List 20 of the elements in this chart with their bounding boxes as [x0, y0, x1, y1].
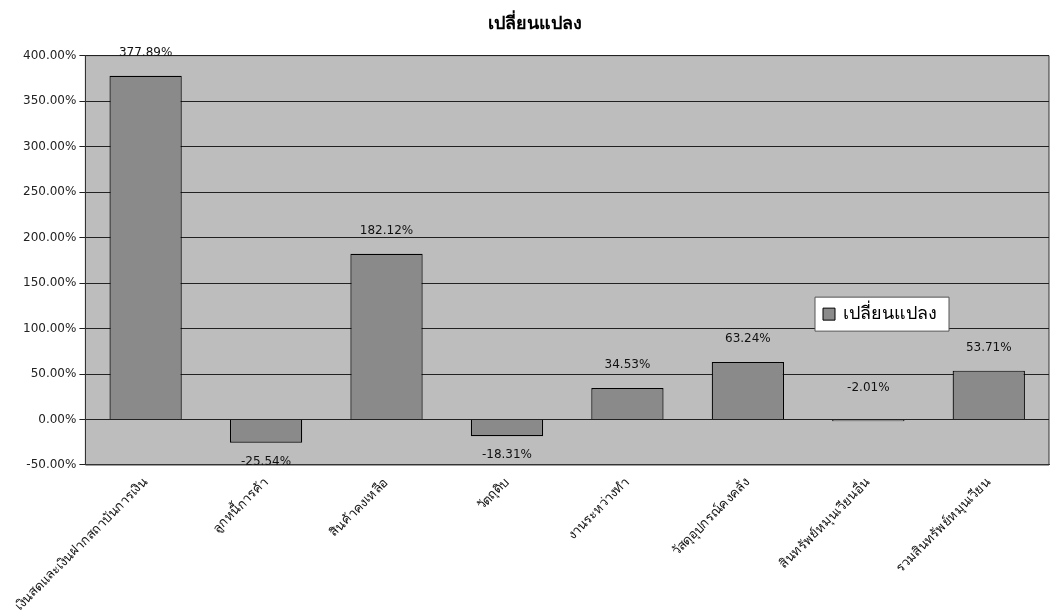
y-tick-label: 250.00%: [23, 184, 77, 199]
data-label: 377.89%: [118, 44, 173, 59]
data-label: 53.71%: [965, 339, 1012, 354]
y-tick-label: 400.00%: [23, 47, 77, 62]
y-tick-label: 100.00%: [23, 320, 77, 335]
data-label: 34.53%: [604, 357, 651, 372]
data-label: 182.12%: [359, 222, 414, 237]
data-label: -18.31%: [481, 447, 533, 462]
y-tick-label: 350.00%: [23, 93, 77, 108]
legend-label: เปลี่ยนแปลง: [843, 299, 937, 323]
data-label: -2.01%: [847, 380, 890, 395]
y-tick-label: 150.00%: [23, 275, 77, 290]
y-tick-label: 0.00%: [38, 411, 77, 426]
data-label: 63.24%: [724, 330, 771, 345]
y-tick-label: 200.00%: [23, 229, 77, 244]
y-tick-label: 50.00%: [30, 366, 77, 381]
y-tick-label: -50.00%: [26, 457, 77, 472]
data-label: -25.54%: [241, 453, 292, 468]
y-tick-label: 300.00%: [23, 138, 77, 153]
chart-title: เปลี่ยนแปลง: [487, 10, 582, 34]
